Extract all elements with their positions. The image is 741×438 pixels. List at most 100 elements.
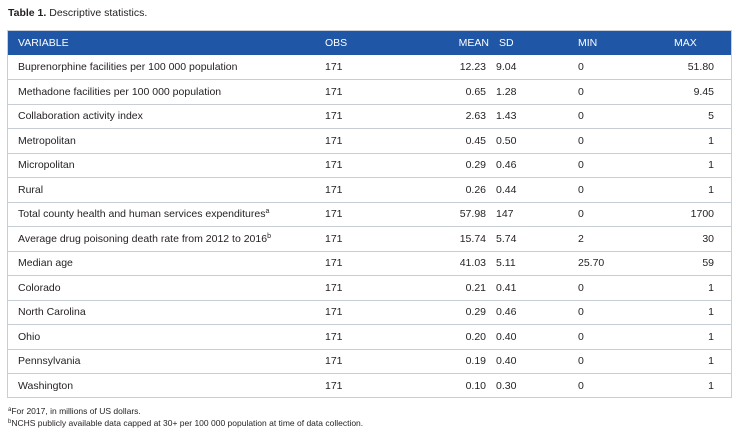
cell-variable: Ohio [8, 325, 318, 350]
cell-variable: Collaboration activity index [8, 104, 318, 129]
cell-mean-value: 0.45 [465, 134, 486, 147]
cell-max: 1 [674, 178, 731, 203]
cell-max: 1700 [674, 202, 731, 227]
cell-max: 9.45 [674, 80, 731, 105]
variable-name: Average drug poisoning death rate from 2… [18, 232, 268, 245]
cell-obs: 171 [325, 208, 343, 221]
cell-mean-value: 57.98 [459, 208, 486, 221]
cell-sd: 0.41 [496, 281, 517, 294]
table-row: Metropolitan 171 0.45 0.50 0 1 [8, 128, 731, 154]
cell-variable: Total county health and human services e… [8, 202, 318, 227]
table-row: Ohio 171 0.20 0.40 0 1 [8, 324, 731, 350]
variable-name: Colorado [18, 281, 61, 294]
variable-name: Median age [18, 257, 73, 270]
variable-name: Collaboration activity index [18, 110, 143, 123]
cell-obs: 171 [325, 380, 343, 392]
caption-text: Descriptive statistics. [49, 7, 148, 19]
cell-sd: 0.44 [496, 183, 517, 196]
cell-variable: Methadone facilities per 100 000 populat… [8, 80, 318, 105]
cell-variable: Pennsylvania [8, 349, 318, 374]
table-header-row: VARIABLE OBS MEAN SD MIN MAX [8, 31, 731, 55]
cell-obs: 171 [325, 257, 343, 270]
cell-variable: Median age [8, 251, 318, 276]
cell-max-value: 1 [708, 159, 714, 172]
cell-obs: 171 [325, 85, 343, 98]
cell-sd: 1.28 [496, 85, 517, 98]
cell-mean-value: 0.10 [465, 380, 486, 392]
cell-mean: 0.10 [403, 374, 489, 399]
variable-name: Pennsylvania [18, 355, 81, 368]
cell-obs: 171 [325, 281, 343, 294]
cell-sd: 9.04 [496, 61, 517, 73]
cell-mean: 0.45 [403, 129, 489, 154]
statistics-table: VARIABLE OBS MEAN SD MIN MAX Buprenorphi… [8, 31, 731, 398]
cell-mean: 57.98 [403, 202, 489, 227]
cell-mean-value: 41.03 [459, 257, 486, 270]
cell-min: 0 [578, 159, 584, 172]
caption-label: Table 1. [8, 7, 47, 19]
cell-max: 1 [674, 276, 731, 301]
table-row: Methadone facilities per 100 000 populat… [8, 79, 731, 105]
variable-name: North Carolina [18, 306, 86, 319]
table-row: Micropolitan 171 0.29 0.46 0 1 [8, 153, 731, 178]
cell-sd: 1.43 [496, 110, 517, 123]
header-obs: OBS [325, 37, 348, 49]
cell-variable: Micropolitan [8, 153, 318, 178]
cell-mean-value: 12.23 [459, 61, 486, 73]
cell-variable: Metropolitan [8, 129, 318, 154]
cell-max-value: 5 [708, 110, 714, 123]
cell-sd: 5.11 [496, 257, 516, 270]
cell-min: 0 [578, 85, 584, 98]
variable-name: Methadone facilities per 100 000 populat… [18, 85, 222, 98]
header-max: MAX [674, 37, 697, 49]
cell-max-value: 30 [702, 232, 714, 245]
cell-variable: Washington [8, 374, 318, 399]
cell-variable: Buprenorphine facilities per 100 000 pop… [8, 55, 318, 80]
table-row: North Carolina 171 0.29 0.46 0 1 [8, 300, 731, 325]
cell-min: 2 [578, 232, 584, 245]
cell-mean: 0.20 [403, 325, 489, 350]
cell-mean: 12.23 [403, 55, 489, 80]
cell-mean: 41.03 [403, 251, 489, 276]
cell-max: 1 [674, 374, 731, 399]
cell-max-value: 1 [708, 183, 714, 196]
cell-mean: 0.29 [403, 300, 489, 325]
cell-sd: 0.30 [496, 380, 517, 392]
cell-min: 0 [578, 183, 584, 196]
footnote-reference: b [267, 232, 271, 240]
footnotes: aFor 2017, in millions of US dollars. bN… [8, 406, 363, 429]
cell-max: 51.80 [674, 55, 731, 80]
variable-name: Micropolitan [18, 159, 75, 172]
variable-name: Total county health and human services e… [18, 208, 266, 221]
cell-mean-value: 0.65 [465, 85, 486, 98]
cell-max: 30 [674, 227, 731, 252]
table-row: Pennsylvania 171 0.19 0.40 0 1 [8, 349, 731, 374]
cell-min: 0 [578, 306, 584, 319]
cell-mean: 0.21 [403, 276, 489, 301]
cell-mean: 0.29 [403, 153, 489, 178]
cell-mean-value: 0.26 [465, 183, 486, 196]
footnote-reference: a [265, 208, 270, 216]
cell-sd: 0.46 [496, 306, 517, 319]
footnote-a: aFor 2017, in millions of US dollars. [8, 406, 363, 418]
cell-min: 0 [578, 330, 584, 343]
variable-name: Buprenorphine facilities per 100 000 pop… [18, 61, 238, 73]
cell-max: 1 [674, 153, 731, 178]
cell-sd: 0.50 [496, 134, 517, 147]
cell-max: 1 [674, 129, 731, 154]
cell-variable: Colorado [8, 276, 318, 301]
variable-name: Washington [18, 380, 74, 392]
variable-name: Ohio [18, 330, 41, 343]
cell-sd: 0.40 [496, 330, 517, 343]
variable-name: Metropolitan [18, 134, 76, 147]
cell-sd: 5.74 [496, 232, 517, 245]
header-variable: VARIABLE [18, 37, 69, 49]
table-row: Colorado 171 0.21 0.41 0 1 [8, 275, 731, 301]
footnote-mark: b [8, 418, 12, 425]
cell-max-value: 1 [708, 330, 714, 343]
cell-sd: 0.40 [496, 355, 517, 368]
table-row: Washington 171 0.10 0.30 0 1 [8, 373, 731, 399]
cell-min: 0 [578, 110, 584, 123]
cell-max-value: 51.80 [687, 61, 714, 73]
cell-max: 1 [674, 349, 731, 374]
